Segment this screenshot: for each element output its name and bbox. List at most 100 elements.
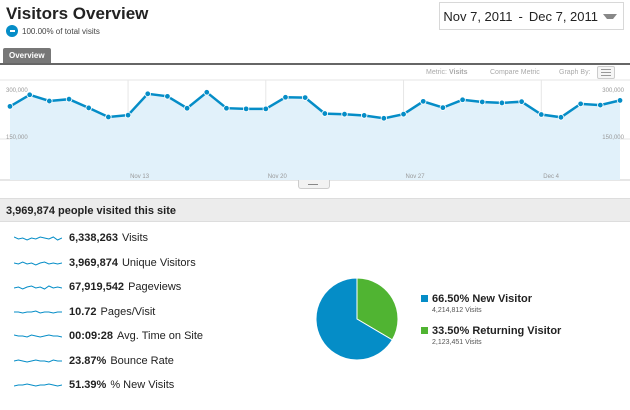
data-point (538, 111, 545, 118)
x-tick-label: Dec 4 (543, 174, 559, 180)
metric-selector[interactable]: Metric: Visits (426, 69, 468, 76)
data-point (144, 90, 151, 98)
new-visitor-swatch (421, 295, 428, 302)
metric-row-pages-visit[interactable]: 10.72 Pages/Visit (14, 304, 155, 320)
data-point (341, 110, 348, 118)
tab-overview[interactable]: Overview (3, 48, 51, 63)
data-point (557, 114, 565, 121)
data-point (183, 105, 191, 112)
data-point (124, 111, 132, 119)
y-tick-mid-right: 150,000 (602, 135, 624, 141)
graph-by-label: Graph By: (559, 69, 591, 76)
total-visits-row: 100.00% of total visits (6, 25, 100, 37)
metric-label: Unique Visitors (121, 256, 196, 269)
metric-row-new-visits[interactable]: 51.39%% New Visits (14, 377, 174, 393)
sparkline-icon (14, 383, 62, 387)
data-point (597, 101, 604, 109)
data-point (203, 89, 210, 96)
metric-value: 00:09:28 (69, 330, 114, 342)
data-point (420, 98, 427, 105)
metric-row-unique-visitors[interactable]: 3,969,874 Unique Visitors (14, 255, 196, 271)
data-point (282, 94, 289, 101)
date-end: Dec 7, 2011 (528, 8, 598, 24)
new-visitor-pct: 66.50% (432, 293, 470, 305)
metric-value: 23.87% (69, 354, 107, 367)
new-visitor-visits: 4,214,812 Visits (432, 307, 482, 314)
metric-value: 3,969,874 (69, 256, 118, 269)
metric-row-visits[interactable]: 6,338,263 Visits (14, 230, 148, 246)
data-point (498, 99, 506, 107)
chevron-down-icon[interactable] (603, 13, 617, 19)
data-point (85, 104, 92, 112)
metric-row-avg-time-on-site[interactable]: 00:09:28 Avg. Time on Site (14, 328, 203, 344)
x-tick-label: Nov 27 (406, 174, 426, 180)
visits-data-points (6, 89, 624, 122)
x-tick-label: Nov 20 (268, 174, 288, 180)
visits-area-fill (10, 92, 620, 180)
data-point (360, 112, 368, 119)
date-separator: - (518, 8, 523, 24)
legend-new-visitor: 66.50% New Visitor 4,214,812 Visits (421, 293, 532, 314)
data-point (164, 93, 171, 100)
sparkline-icon (14, 260, 62, 266)
data-point (6, 103, 14, 110)
data-point (380, 115, 388, 122)
data-point (616, 97, 624, 104)
segment-toggle-icon[interactable] (6, 25, 18, 37)
returning-visitor-visits: 2,123,451 Visits (432, 339, 482, 346)
data-point (518, 98, 525, 105)
pie-slice-new-visitor (315, 277, 393, 361)
data-point (301, 94, 309, 101)
data-point (577, 100, 584, 108)
data-point (242, 105, 250, 113)
sparkline-icon (14, 358, 62, 363)
data-point (223, 105, 230, 112)
x-tick-label: Nov 13 (130, 174, 150, 180)
data-point (105, 113, 112, 121)
metric-label: Bounce Rate (110, 354, 174, 367)
metric-label: Pageviews (128, 281, 182, 293)
compare-metric-link[interactable]: Compare Metric (490, 69, 540, 76)
total-visits-pct: 100.00% of total visits (22, 26, 100, 36)
data-point (26, 91, 33, 98)
returning-visitor-label: Returning Visitor (472, 325, 562, 337)
new-visitor-label: New Visitor (472, 293, 533, 305)
data-point (262, 105, 270, 113)
metric-row-pageviews[interactable]: 67,919,542 Pageviews (14, 279, 181, 295)
page-title: Visitors Overview (6, 4, 149, 23)
metric-label: Avg. Time on Site (117, 330, 204, 342)
metric-label: % New Visits (110, 379, 175, 391)
visits-line-chart: 300,000 150,000 300,000 150,000 Nov 13 No… (0, 79, 630, 181)
metric-value: 67,919,542 (69, 281, 125, 293)
metric-value: 10.72 (69, 305, 97, 318)
metric-prefix: Metric: (426, 69, 447, 76)
date-start: Nov 7, 2011 (443, 8, 513, 24)
date-range-picker[interactable]: Nov 7, 2011 - Dec 7, 2011 (439, 2, 624, 30)
metric-value: Visits (448, 69, 468, 76)
tab-bar: Overview (0, 48, 630, 65)
data-point (321, 110, 329, 117)
y-tick-top-left: 300,000 (6, 88, 28, 94)
sparkline-icon (14, 236, 62, 241)
sparkline-icon (14, 334, 62, 338)
metric-value: 6,338,263 (69, 232, 118, 244)
metric-value: 51.39% (69, 379, 107, 391)
sparkline-icon (14, 285, 62, 290)
data-point (400, 110, 407, 118)
graph-by-icon[interactable] (597, 66, 615, 79)
metric-label: Pages/Visit (100, 305, 156, 318)
legend-returning-visitor: 33.50% Returning Visitor 2,123,451 Visits (421, 325, 561, 346)
summary-bar: 3,969,874 people visited this site (0, 198, 630, 222)
returning-visitor-pct: 33.50% (432, 325, 470, 337)
chart-scroll-handle[interactable] (298, 180, 330, 189)
data-point (65, 95, 73, 103)
data-point (46, 97, 53, 105)
data-point (479, 98, 486, 106)
returning-visitor-swatch (421, 327, 428, 334)
metric-label: Visits (121, 232, 149, 244)
y-tick-mid-left: 150,000 (6, 135, 28, 141)
metric-row-bounce-rate[interactable]: 23.87% Bounce Rate (14, 353, 174, 369)
pie-slice-returning-visitor (356, 277, 399, 341)
sparkline-icon (14, 309, 62, 314)
data-point (459, 96, 466, 103)
